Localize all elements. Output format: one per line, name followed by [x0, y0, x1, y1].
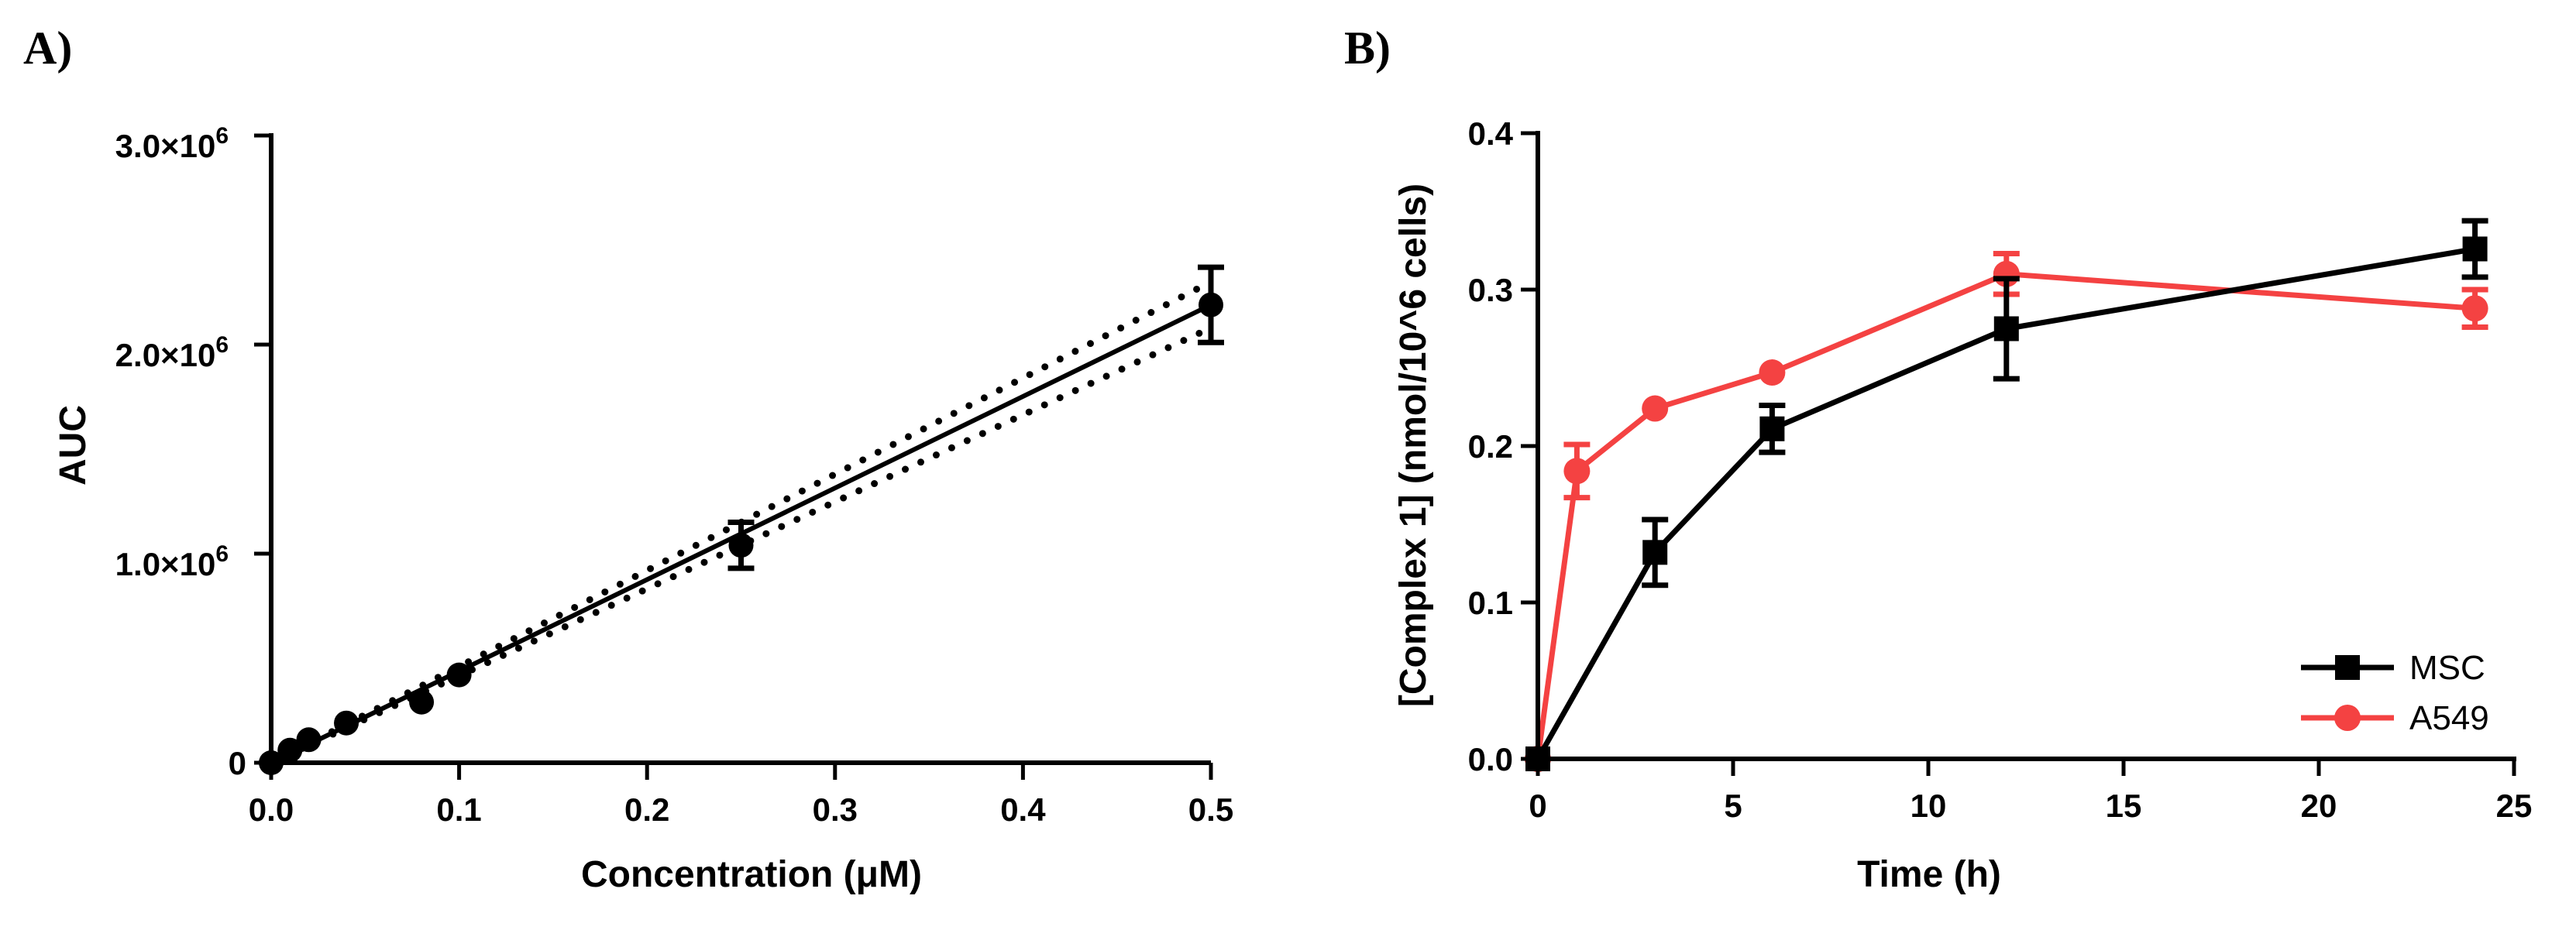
legend-label: MSC — [2409, 649, 2485, 687]
y-tick-label: 1.0×106 — [115, 541, 229, 582]
data-point — [1759, 359, 1786, 386]
panel-a-label: A) — [23, 22, 72, 74]
x-tick-label: 0.0 — [249, 791, 294, 828]
x-tick-label: 0 — [1529, 788, 1546, 824]
x-axis-title: Concentration (μM) — [581, 854, 922, 895]
x-tick-label: 5 — [1724, 788, 1742, 824]
data-point — [1199, 292, 1223, 317]
data-point — [1642, 395, 1669, 422]
y-tick-label: 0.0 — [1468, 741, 1513, 777]
y-tick-label: 0.2 — [1468, 428, 1513, 465]
series-msc — [1525, 218, 2488, 771]
data-point — [1642, 540, 1668, 565]
x-tick-label: 0.5 — [1188, 791, 1233, 828]
data-point — [1759, 416, 1785, 441]
x-tick-label: 0.3 — [813, 791, 858, 828]
data-point — [2462, 236, 2488, 262]
y-tick-label: 0.3 — [1468, 272, 1513, 308]
y-tick-label: 0 — [229, 745, 246, 781]
legend-item-msc: MSC — [2301, 649, 2485, 687]
x-tick-label: 20 — [2301, 788, 2337, 824]
y-axis-title: [Complex 1] (nmol/10^6 cells) — [1393, 184, 1434, 707]
data-point — [2461, 295, 2488, 322]
x-tick-label: 0.4 — [1000, 791, 1046, 828]
panel-b-time-course: B) 0.0 0.1 0.2 0.3 0.4 0 5 10 15 20 25 Time (h) [… — [1344, 22, 2532, 895]
panel-b-label: B) — [1344, 22, 1391, 74]
y-tick-label: 3.0×106 — [115, 123, 229, 164]
y-ticks: 0.0 0.1 0.2 0.3 0.4 — [1468, 115, 1538, 777]
series-lines — [1525, 218, 2488, 772]
x-ticks: 0 5 10 15 20 25 — [1529, 759, 2532, 824]
series-a549 — [1525, 251, 2488, 772]
y-axis-title: AUC — [53, 405, 94, 486]
y-tick-label: 0.1 — [1468, 585, 1513, 621]
x-axis-title: Time (h) — [1857, 854, 2001, 895]
x-tick-label: 0.1 — [436, 791, 481, 828]
legend-marker — [2335, 655, 2360, 680]
confidence-band-lower — [267, 324, 1215, 767]
data-point — [1993, 316, 2019, 341]
x-tick-label: 25 — [2496, 788, 2533, 824]
x-ticks: 0.0 0.1 0.2 0.3 0.4 0.5 — [249, 763, 1233, 828]
y-tick-label: 2.0×106 — [115, 332, 229, 373]
data-point — [446, 662, 472, 688]
data-point — [1563, 458, 1591, 485]
data-point — [277, 737, 303, 763]
y-tick-label: 0.4 — [1468, 115, 1514, 152]
x-tick-label: 15 — [2106, 788, 2142, 824]
y-ticks: 0 1.0×106 2.0×106 3.0×106 — [115, 123, 271, 781]
data-point — [409, 689, 435, 715]
legend-item-a549: A549 — [2301, 699, 2489, 737]
x-tick-label: 10 — [1911, 788, 1947, 824]
legend-marker — [2334, 705, 2361, 731]
series-line — [1535, 271, 2475, 760]
data-point — [334, 710, 359, 736]
x-tick-label: 0.2 — [624, 791, 669, 828]
data-point — [728, 533, 754, 558]
legend: MSC A549 — [2301, 649, 2489, 737]
legend-label: A549 — [2409, 699, 2489, 737]
data-points — [259, 264, 1224, 775]
data-point — [296, 727, 322, 753]
